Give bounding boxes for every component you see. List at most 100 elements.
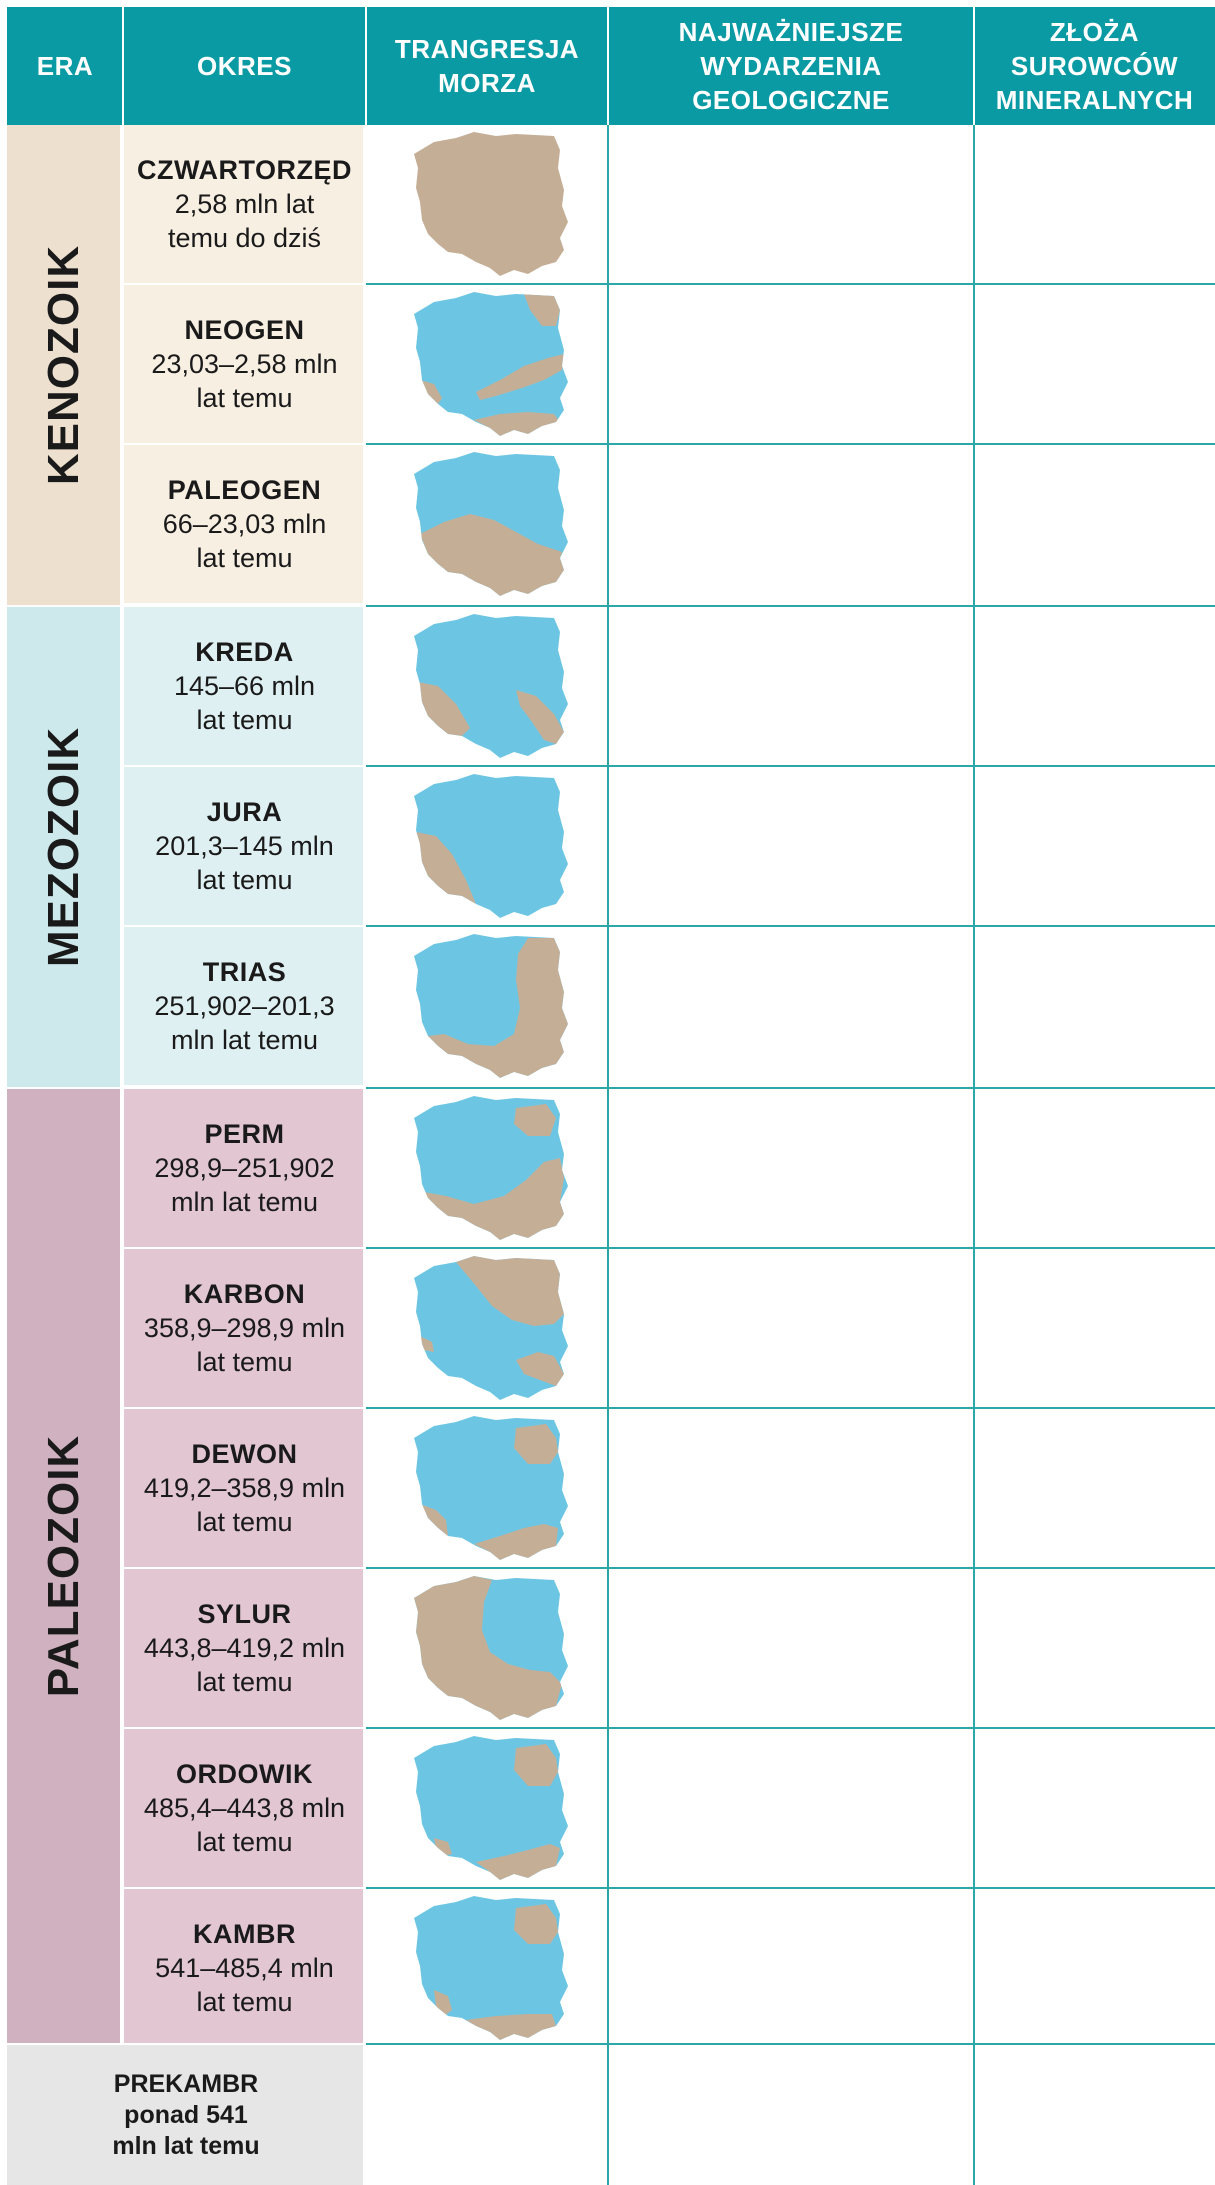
- header-trangresja-line2: MORZA: [438, 68, 536, 98]
- cell-separator: [120, 125, 124, 2045]
- prekambr-cell: PREKAMBR ponad 541 mln lat temu: [7, 2045, 365, 2185]
- transgression-map-sylur: [414, 1576, 568, 1720]
- header-era: ERA: [7, 7, 123, 125]
- transgression-map-dewon: [414, 1416, 568, 1560]
- header-trangresja-line1: TRANGRESJA: [394, 34, 580, 64]
- period-date-line2: lat temu: [196, 1347, 293, 1377]
- cell-separator: [124, 925, 363, 927]
- land-area: [476, 1844, 560, 1880]
- cell-separator: [124, 1727, 363, 1729]
- period-date-line1: 2,58 mln lat: [174, 189, 315, 219]
- row-divider: [366, 283, 1215, 285]
- period-kambr: KAMBR 541–485,4 mln lat temu: [124, 1889, 365, 2047]
- land-area: [456, 1256, 564, 1326]
- land-area: [514, 1104, 556, 1136]
- land-area: [418, 682, 470, 736]
- header-wydarzenia-line3: GEOLOGICZNE: [692, 85, 890, 115]
- period-date-line1: 251,902–201,3: [154, 991, 335, 1021]
- header-era-label: ERA: [36, 51, 94, 81]
- period-date-line1: 541–485,4 mln: [155, 1953, 334, 1983]
- land-area: [466, 2014, 556, 2040]
- period-date-line2: lat temu: [196, 1827, 293, 1857]
- period-name: JURA: [206, 797, 283, 827]
- header-okres: OKRES: [123, 7, 366, 125]
- land-area: [474, 1524, 558, 1560]
- transgression-map-full-land: [414, 132, 568, 276]
- period-date-line1: 485,4–443,8 mln: [143, 1793, 346, 1823]
- transgression-map-neogen: [414, 292, 568, 436]
- period-date-line2: lat temu: [196, 383, 293, 413]
- cell-separator: [124, 443, 363, 445]
- cell-separator: [124, 1407, 363, 1409]
- era-kenozoik-label: KENOZOIK: [38, 244, 88, 486]
- land-area: [516, 1352, 564, 1386]
- geologic-time-table: ERA OKRES TRANGRESJA MORZA NAJWAŻNIEJSZE…: [7, 7, 1215, 2185]
- land-area: [516, 690, 564, 744]
- column-divider: [973, 125, 975, 2185]
- prekambr-date-line2: mln lat temu: [112, 2131, 260, 2160]
- period-kreda: KREDA 145–66 mln lat temu: [124, 607, 365, 765]
- period-name: KREDA: [195, 637, 294, 667]
- transgression-map-jura: [414, 774, 568, 918]
- era-paleozoik: PALEOZOIK: [7, 1089, 120, 2043]
- period-date-line1: 419,2–358,9 mln: [143, 1473, 346, 1503]
- sea-area: [414, 292, 568, 436]
- header-wydarzenia-line1: NAJWAŻNIEJSZE: [678, 17, 904, 47]
- transgression-map-kambr: [414, 1896, 568, 2040]
- transgression-map-perm: [414, 1096, 568, 1240]
- transgression-map-ordowik: [414, 1736, 568, 1880]
- land-area: [434, 1838, 452, 1856]
- era-paleozoik-label: PALEOZOIK: [38, 1434, 88, 1698]
- period-date-line1: 298,9–251,902: [154, 1153, 335, 1183]
- period-date-line2: temu do dziś: [167, 223, 322, 253]
- row-divider: [366, 925, 1215, 927]
- period-jura: JURA 201,3–145 mln lat temu: [124, 767, 365, 925]
- period-dewon: DEWON 419,2–358,9 mln lat temu: [124, 1409, 365, 1567]
- era-mezozoik: MEZOZOIK: [7, 607, 120, 1087]
- land-area: [476, 354, 564, 400]
- cell-separator: [7, 1087, 363, 1089]
- land-area: [420, 380, 442, 404]
- transgression-map-paleogen: [414, 452, 568, 596]
- cell-separator: [363, 125, 366, 2185]
- row-divider: [366, 2043, 1215, 2045]
- row-divider: [366, 1087, 1215, 1089]
- prekambr-name: PREKAMBR: [113, 2069, 259, 2098]
- cell-separator: [124, 1247, 363, 1249]
- period-date-line2: lat temu: [196, 865, 293, 895]
- land-area: [524, 294, 560, 326]
- land-area: [434, 1990, 452, 2016]
- land-area: [420, 514, 564, 596]
- period-date-line2: lat temu: [196, 1987, 293, 2017]
- header-wydarzenia: NAJWAŻNIEJSZE WYDARZENIA GEOLOGICZNE: [608, 7, 974, 125]
- header-zloza-line2: SUROWCÓW: [1010, 51, 1179, 81]
- period-date-line2: lat temu: [196, 1507, 293, 1537]
- row-divider: [366, 1407, 1215, 1409]
- period-date-line1: 358,9–298,9 mln: [143, 1313, 346, 1343]
- land-area: [514, 1744, 558, 1786]
- land-area: [514, 1424, 558, 1464]
- cell-separator: [124, 1567, 363, 1569]
- period-date-line1: 201,3–145 mln: [155, 831, 334, 861]
- header-zloza-line1: ZŁOŻA: [1049, 17, 1140, 47]
- period-czwartorzed: CZWARTORZĘD 2,58 mln lat temu do dziś: [124, 125, 365, 283]
- row-divider: [366, 1887, 1215, 1889]
- period-karbon: KARBON 358,9–298,9 mln lat temu: [124, 1249, 365, 1407]
- row-divider: [366, 443, 1215, 445]
- period-date-line2: lat temu: [196, 705, 293, 735]
- row-divider: [366, 605, 1215, 607]
- period-name: CZWARTORZĘD: [137, 155, 352, 185]
- land-area: [424, 1158, 564, 1240]
- land-area: [420, 1504, 448, 1536]
- cell-separator: [124, 1887, 363, 1889]
- header-wydarzenia-line2: WYDARZENIA: [700, 51, 882, 81]
- period-name: DEWON: [191, 1439, 298, 1469]
- land-area: [414, 1576, 562, 1720]
- period-date-line1: 443,8–419,2 mln: [143, 1633, 346, 1663]
- era-kenozoik: KENOZOIK: [7, 125, 120, 605]
- period-name: PALEOGEN: [167, 475, 322, 505]
- header-okres-label: OKRES: [197, 51, 292, 81]
- period-date-line2: lat temu: [196, 1667, 293, 1697]
- period-date-line2: mln lat temu: [170, 1025, 319, 1055]
- transgression-map-kreda: [414, 614, 568, 758]
